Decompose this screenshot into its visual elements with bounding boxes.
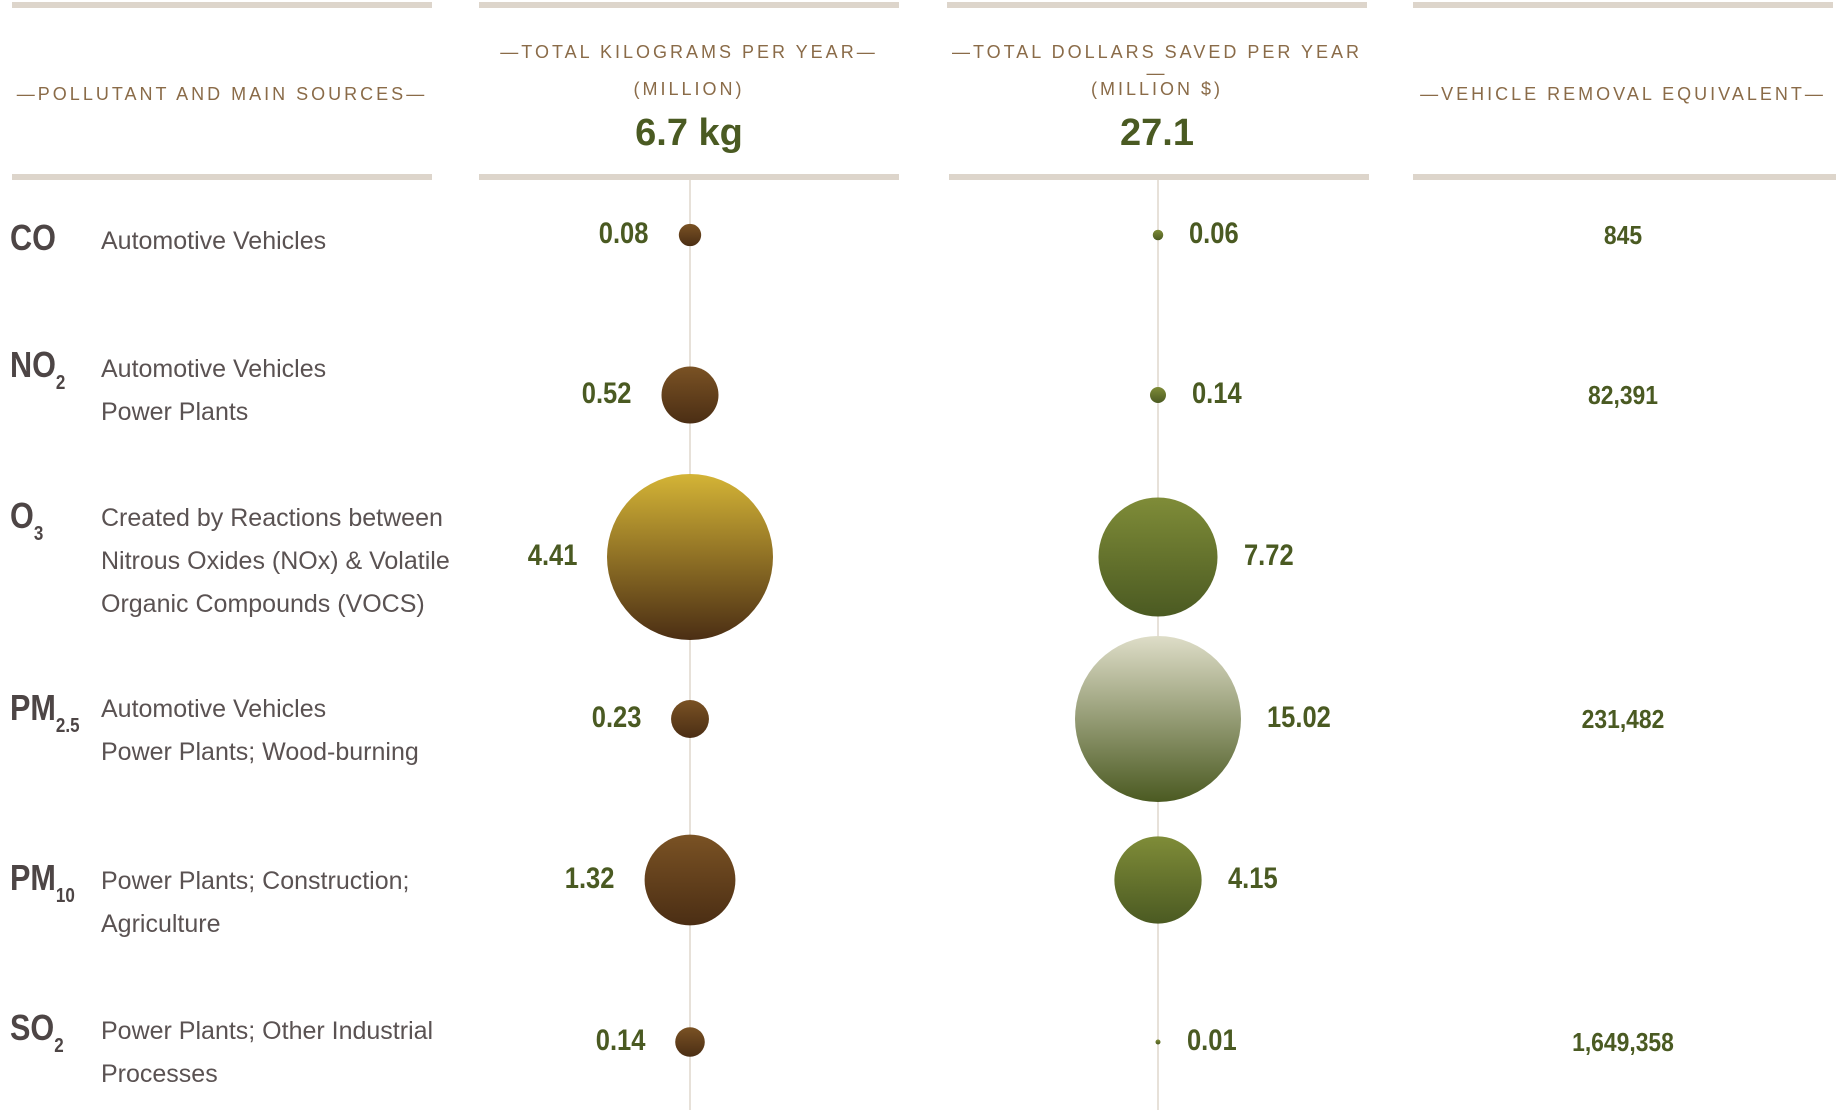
pollutant-symbol: O3: [10, 495, 44, 545]
pollutant-symbol-main: PM: [10, 857, 56, 898]
source-line: Power Plants; Construction;: [101, 867, 410, 895]
header-rule-3: [949, 174, 1369, 180]
dollars-value-label: 4.15: [1227, 862, 1278, 895]
source-line: Processes: [101, 1060, 218, 1088]
dollars-value-label: 0.01: [1186, 1024, 1237, 1057]
kg-bubble: [661, 366, 719, 424]
pollutant-symbol: SO2: [10, 1007, 64, 1057]
pollutant-sources: Automotive Vehicles: [101, 220, 326, 263]
source-line: Automotive Vehicles: [101, 355, 327, 383]
pollutant-symbol-subscript: 2: [54, 1035, 64, 1057]
dollars-bubble: [1155, 1039, 1161, 1045]
pollutant-symbol-main: NO: [10, 344, 56, 385]
kg-bubble: [671, 700, 709, 738]
vehicle-equivalent-value: 845: [1603, 220, 1643, 250]
kg-bubble: [607, 474, 773, 640]
vehicle-equivalent-value: 231,482: [1581, 704, 1665, 734]
kg-value-label: 4.41: [527, 539, 577, 572]
vehicle-equivalent-value: 1,649,358: [1572, 1027, 1674, 1057]
source-line: Automotive Vehicles: [101, 695, 327, 723]
pollutant-sources: Power Plants; Construction; Agriculture: [101, 860, 409, 946]
pollutant-symbol-subscript: 2: [55, 372, 66, 394]
pollutant-symbol-main: PM: [10, 687, 56, 728]
kg-value-label: 0.23: [591, 701, 642, 734]
source-line: Organic Compounds (VOCS): [101, 590, 425, 618]
source-line: Power Plants; Other Industrial: [101, 1017, 434, 1045]
kg-bubble: [675, 1027, 705, 1057]
pollutant-symbol: NO2: [10, 344, 66, 394]
dollars-value-label: 0.06: [1189, 217, 1239, 250]
kg-axis-line: [689, 180, 691, 1110]
vehicle-equivalent-value: 82,391: [1588, 380, 1658, 410]
dollars-bubble: [1098, 497, 1218, 617]
header-rule-4: [1413, 174, 1836, 180]
dollars-bubble: [1075, 636, 1241, 802]
vehicle-header: —VEHICLE REMOVAL EQUIVALENT—: [1420, 84, 1826, 104]
top-rule-2: [479, 2, 899, 8]
kg-bubble: [678, 223, 702, 247]
dollars-bubble: [1114, 836, 1202, 924]
kg-value-label: 0.08: [599, 217, 649, 250]
pollutant-symbol-main: O: [10, 495, 34, 536]
kg-total: 6.7 kg: [635, 112, 743, 154]
pollutant-header: —POLLUTANT AND MAIN SOURCES—: [16, 84, 428, 104]
pollutant-symbol-main: CO: [10, 217, 56, 258]
dollars-total: 27.1: [1120, 112, 1194, 154]
kg-value-label: 0.14: [595, 1024, 646, 1057]
header-rule-1: [12, 174, 432, 180]
pollutant-symbol-subscript: 2.5: [55, 715, 80, 737]
kg-header-line1: —TOTAL KILOGRAMS PER YEAR—: [500, 42, 878, 62]
pollutant-sources: Created by Reactions between Nitrous Oxid…: [101, 497, 450, 626]
kg-value-label: 1.32: [564, 862, 615, 895]
source-line: Agriculture: [101, 910, 221, 938]
dollars-value-label: 15.02: [1267, 701, 1331, 734]
source-line: Created by Reactions between: [101, 504, 443, 532]
pollutant-sources: Automotive Vehicles Power Plants: [101, 348, 326, 434]
source-line: Power Plants; Wood-burning: [101, 738, 419, 766]
pollutant-sources: Power Plants; Other Industrial Processes: [101, 1010, 433, 1096]
dollars-bubble: [1152, 229, 1164, 241]
dollars-header-line1: —TOTAL DOLLARS SAVED PER YEAR—: [951, 42, 1363, 83]
dollars-value-label: 0.14: [1192, 377, 1242, 410]
pollutant-symbol-main: SO: [10, 1007, 55, 1048]
dollars-bubble: [1149, 386, 1167, 404]
top-rule-3: [947, 2, 1367, 8]
source-line: Power Plants: [101, 398, 249, 426]
pollutant-symbol-subscript: 3: [33, 523, 44, 545]
pollutant-symbol-subscript: 10: [55, 885, 75, 907]
top-rule-1: [12, 2, 432, 8]
pollutant-symbol: PM2.5: [10, 687, 80, 737]
source-line: Automotive Vehicles: [101, 227, 327, 255]
top-rule-4: [1413, 2, 1833, 8]
pollutant-symbol: PM10: [10, 857, 75, 907]
pollutant-sources: Automotive Vehicles Power Plants; Wood-bu…: [101, 688, 419, 774]
dollars-value-label: 7.72: [1243, 539, 1294, 572]
kg-value-label: 0.52: [581, 377, 632, 410]
header-rule-2: [479, 174, 899, 180]
pollutant-symbol: CO: [10, 220, 56, 256]
kg-header-line2: (MILLION): [633, 79, 745, 99]
dollars-header-line2: (MILLION $): [1090, 79, 1224, 99]
source-line: Nitrous Oxides (NOx) & Volatile: [101, 547, 450, 575]
kg-bubble: [644, 834, 736, 926]
